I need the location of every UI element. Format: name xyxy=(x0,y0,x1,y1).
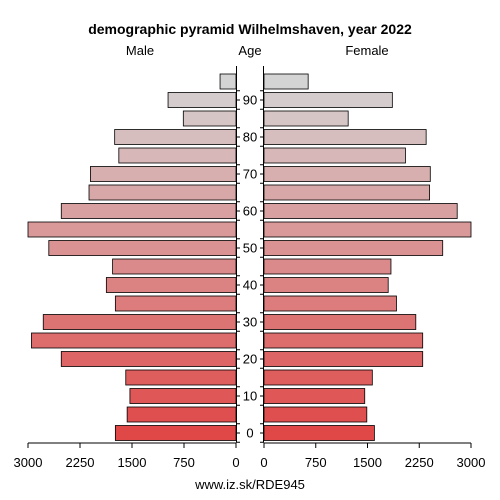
female-bar xyxy=(263,184,431,201)
male-bar xyxy=(219,73,237,90)
age-tick-label: 0 xyxy=(246,426,253,441)
female-bar xyxy=(263,351,424,367)
male-bar xyxy=(125,369,237,386)
male-bar xyxy=(60,203,237,219)
female-bar xyxy=(263,221,472,238)
age-tick-label: 90 xyxy=(243,93,257,108)
male-x-tick-label: 1500 xyxy=(118,455,147,470)
male-bar xyxy=(126,406,237,423)
female-bar xyxy=(263,240,444,256)
female-bar xyxy=(263,258,392,275)
female-bar xyxy=(263,406,368,423)
age-tick-label: 60 xyxy=(243,204,257,219)
male-x-tick-label: 0 xyxy=(232,455,239,470)
male-bar xyxy=(112,258,237,275)
age-tick-label: 30 xyxy=(243,315,257,330)
male-bar xyxy=(114,129,237,145)
female-bar xyxy=(263,92,393,108)
male-bar xyxy=(182,110,237,127)
female-bar xyxy=(263,295,397,312)
age-tick-label: 10 xyxy=(243,389,257,404)
age-tick-label: 40 xyxy=(243,278,257,293)
age-tick-label: 70 xyxy=(243,167,257,182)
female-bar xyxy=(263,203,458,219)
female-x-tick-label: 2250 xyxy=(405,455,434,470)
female-bars xyxy=(263,73,472,441)
female-bar xyxy=(263,147,406,164)
female-x-tick-label: 1500 xyxy=(353,455,382,470)
male-bar xyxy=(105,277,237,293)
female-bar xyxy=(263,129,427,145)
male-bar xyxy=(90,166,237,182)
female-x-tick-label: 750 xyxy=(305,455,327,470)
female-bar xyxy=(263,425,375,441)
footer-source: www.iz.sk/RDE945 xyxy=(194,477,305,492)
female-bar xyxy=(263,332,424,349)
female-bar xyxy=(263,369,373,386)
age-label: Age xyxy=(238,43,261,58)
female-x-tick-label: 0 xyxy=(260,455,267,470)
age-tick-label: 80 xyxy=(243,130,257,145)
male-bar xyxy=(114,295,237,312)
male-bar xyxy=(31,332,237,349)
age-tick-label: 50 xyxy=(243,241,257,256)
male-bar xyxy=(167,92,237,108)
female-label: Female xyxy=(345,43,388,58)
male-bar xyxy=(42,314,237,330)
female-bar xyxy=(263,166,431,182)
male-x-tick-label: 2250 xyxy=(66,455,95,470)
male-bar xyxy=(114,425,237,441)
male-bar xyxy=(88,184,237,201)
age-tick-label: 20 xyxy=(243,352,257,367)
male-bar xyxy=(129,388,237,404)
female-bar xyxy=(263,73,309,90)
male-bars xyxy=(27,73,237,441)
female-bar xyxy=(263,388,366,404)
female-bar xyxy=(263,110,349,127)
male-bar xyxy=(60,351,237,367)
male-bar xyxy=(27,221,237,238)
male-x-tick-label: 3000 xyxy=(14,455,43,470)
female-bar xyxy=(263,314,417,330)
chart-title: demographic pyramid Wilhelmshaven, year … xyxy=(88,21,412,37)
male-bar xyxy=(48,240,237,256)
male-bar xyxy=(118,147,237,164)
female-bar xyxy=(263,277,389,293)
male-label: Male xyxy=(126,43,154,58)
male-x-tick-label: 750 xyxy=(173,455,195,470)
female-x-tick-label: 3000 xyxy=(457,455,486,470)
